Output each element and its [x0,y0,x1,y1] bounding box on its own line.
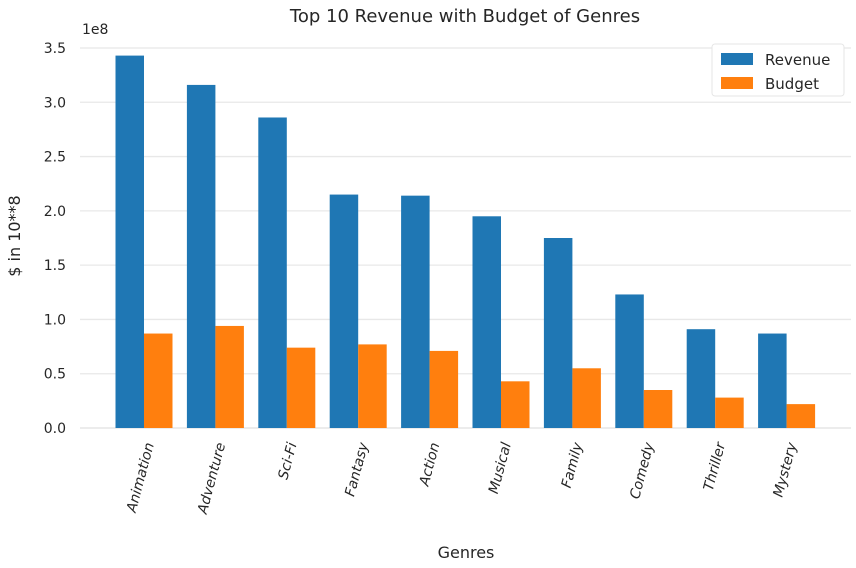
x-tick-labels: Animation Adventure Sci-Fi Fantasy Action Mus… [124,440,801,517]
bar-revenue-thriller [686,329,716,428]
y-tick-label: 1.5 [44,258,66,274]
x-tick-label: Adventure [195,441,230,517]
y-tick-label: 0.5 [44,367,66,383]
bar-revenue-action [401,195,430,428]
bar-budget-fantasy [358,344,387,428]
x-tick-label: Family [559,440,587,490]
y-tick-label: 2.0 [44,204,66,220]
bar-revenue-fantasy [329,194,359,428]
x-tick-label: Mystery [771,440,801,499]
bar-revenue-musical [472,216,501,428]
bar-revenue-mystery [758,333,787,428]
x-tick-label: Comedy [627,440,658,501]
bar-revenue-adventure [186,84,216,429]
y-tick-label: 3.0 [44,95,66,111]
bar-budget-thriller [715,397,744,428]
bar-revenue-sci-fi [258,117,287,428]
legend-label-revenue: Revenue [765,51,830,69]
y-tick-label: 0.0 [44,421,66,437]
bars [115,55,816,429]
x-axis-label: Genres [438,543,495,562]
bar-budget-adventure [215,325,244,428]
y-tick-labels: 0.0 0.5 1.0 1.5 2.0 2.5 3.0 3.5 [44,41,66,437]
bar-revenue-animation [115,55,144,428]
legend-swatch-revenue [721,53,753,65]
y-offset-label: 1e8 [82,22,108,38]
bar-budget-family [572,368,601,428]
x-tick-label: Fantasy [342,440,372,498]
legend-label-budget: Budget [765,75,819,93]
y-tick-label: 3.5 [44,41,66,57]
x-tick-label: Animation [124,441,158,515]
y-tick-label: 1.0 [44,312,66,328]
legend: Revenue Budget [711,43,845,97]
x-tick-label: Action [416,441,443,489]
bar-budget-musical [501,381,530,428]
bar-budget-animation [144,333,173,428]
bar-budget-mystery [786,404,816,428]
bar-budget-comedy [643,390,673,428]
bar-revenue-family [543,238,573,428]
legend-swatch-budget [721,77,753,89]
chart-title: Top 10 Revenue with Budget of Genres [289,6,640,27]
x-tick-label: Sci-Fi [276,441,301,481]
bar-budget-action [429,350,459,428]
x-tick-label: Musical [486,441,515,496]
x-tick-label: Thriller [701,440,730,493]
bar-budget-sci-fi [286,347,316,428]
y-axis-label: $ in 10**8 [5,195,24,276]
bar-revenue-comedy [615,294,644,428]
y-tick-label: 2.5 [44,150,66,166]
